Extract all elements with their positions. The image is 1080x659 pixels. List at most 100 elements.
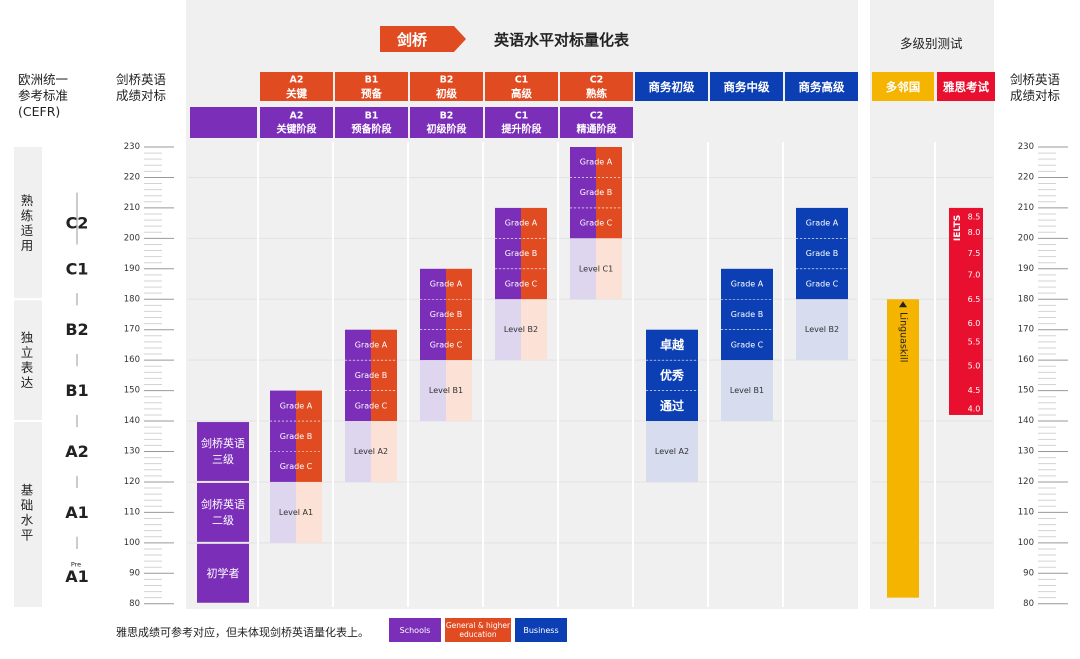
grade-block-left [345, 390, 371, 422]
cefr-group-char: 适 [21, 223, 34, 238]
scale-header-right-line2: 成绩对标 [1010, 88, 1061, 103]
sub-header-top-2: B2 [440, 111, 454, 122]
grade-label: 优秀 [660, 367, 685, 382]
grade-block-right [446, 329, 472, 361]
yl-block-label-a-0: 剑桥英语 [201, 436, 245, 450]
grade-label: Grade C [580, 219, 613, 228]
grade-block-right [371, 360, 397, 391]
ielts-band-7.5: 7.5 [968, 249, 981, 258]
right-ruler-label-150: 150 [1018, 386, 1034, 396]
sub-header-top-4: C2 [590, 111, 604, 122]
grade-block [796, 268, 848, 300]
grade-block-left [345, 360, 371, 391]
col-header-bottom-4: 熟练 [586, 87, 607, 100]
grade-label: 通过 [660, 398, 684, 413]
grade-block-right [596, 177, 622, 208]
right-ruler-label-90: 90 [1023, 568, 1034, 578]
col-header-bottom-3: 高级 [511, 87, 532, 100]
ielts-band-6.5: 6.5 [968, 295, 981, 304]
sub-header-bottom-3: 提升阶段 [502, 123, 542, 136]
right-ruler-label-140: 140 [1018, 416, 1034, 426]
level-block-left [495, 299, 521, 361]
main-title: 英语水平对标量化表 [494, 31, 630, 49]
grade-label: Grade B [430, 310, 462, 319]
legend-business: Business [515, 618, 567, 642]
grade-block-right [446, 299, 472, 330]
left-ruler-label-100: 100 [124, 538, 140, 548]
grade-block-right [296, 451, 322, 482]
right-ruler-label-110: 110 [1018, 507, 1034, 517]
level-block [721, 360, 773, 422]
scale-header-right: 剑桥英语 成绩对标 [1010, 72, 1060, 104]
grade-block-left [345, 329, 371, 361]
grade-block [646, 390, 698, 422]
ielts-band-5.5: 5.5 [968, 337, 981, 346]
grade-label: Grade A [806, 219, 839, 228]
cefr-group-char: 熟 [21, 193, 34, 208]
right-ruler-label-220: 220 [1018, 172, 1034, 182]
level-block-left [345, 421, 371, 482]
level-label: Level B1 [429, 386, 463, 395]
cambridge-tag-label: 剑桥 [397, 31, 428, 49]
level-block-left [570, 238, 596, 300]
left-ruler-label-170: 170 [124, 325, 140, 335]
level-block [646, 421, 698, 482]
cefr-group-bg [14, 147, 42, 607]
sub-header-0 [260, 107, 333, 138]
col-header-label-6: 商务中级 [724, 80, 770, 94]
grade-block-left [570, 147, 596, 178]
grade-label: Grade A [355, 340, 388, 349]
legend-schools: Schools [389, 618, 441, 642]
ielts-band-5.0: 5.0 [968, 362, 981, 371]
left-ruler-label-120: 120 [124, 477, 140, 487]
yl-block-label-2: 初学者 [207, 566, 240, 580]
cefr-group-char: 立 [21, 345, 34, 360]
col-header-5 [635, 72, 708, 101]
grade-block-right [296, 390, 322, 422]
grade-block-right [596, 147, 622, 178]
left-ruler-label-80: 80 [129, 599, 140, 609]
left-ruler-label-130: 130 [124, 447, 140, 457]
level-label: Level B2 [805, 325, 839, 334]
sub-header-bottom-1: 预备阶段 [352, 123, 392, 136]
cefr-group-char: 基 [21, 482, 34, 497]
col-header-4 [560, 72, 633, 101]
scale-header-left-line2: 成绩对标 [116, 88, 167, 103]
legend-schools-label: Schools [399, 625, 431, 635]
multi-level-title: 多级别测试 [900, 36, 963, 51]
level-block-right [446, 360, 472, 422]
level-block-right [521, 299, 547, 361]
level-block-left [270, 481, 296, 543]
left-ruler-label-90: 90 [129, 568, 140, 578]
ielts-band-4.0: 4.0 [968, 404, 981, 413]
right-ruler-label-80: 80 [1023, 599, 1034, 609]
level-label: Level A2 [354, 447, 388, 456]
linguaskill-bar [887, 299, 919, 598]
grade-block-left [270, 390, 296, 422]
grade-block-left [495, 268, 521, 300]
grade-label: Grade B [731, 310, 763, 319]
col-header-9 [937, 72, 995, 101]
col-header-6 [710, 72, 783, 101]
right-ruler-label-170: 170 [1018, 325, 1034, 335]
grade-block [721, 299, 773, 330]
level-label: Level B1 [730, 386, 764, 395]
col-header-label-5: 商务初级 [649, 80, 695, 94]
grade-block-right [296, 421, 322, 452]
level-block-right [596, 238, 622, 300]
right-ruler-label-230: 230 [1018, 142, 1034, 152]
col-header-bottom-0: 关键 [286, 87, 307, 100]
sub-header-top-0: A2 [290, 111, 304, 122]
right-ruler-label-180: 180 [1018, 294, 1034, 304]
legend-note: 雅思成绩可参考对应，但未体现剑桥英语量化表上。 [116, 626, 369, 639]
scale-header-left: 剑桥英语 成绩对标 [116, 72, 166, 104]
grade-label: Grade A [430, 280, 463, 289]
yl-block-0 [197, 422, 249, 481]
grade-block-left [270, 451, 296, 482]
left-ruler-label-200: 200 [124, 233, 140, 243]
col-header-8 [872, 72, 934, 101]
col-header-top-0: A2 [290, 75, 304, 86]
